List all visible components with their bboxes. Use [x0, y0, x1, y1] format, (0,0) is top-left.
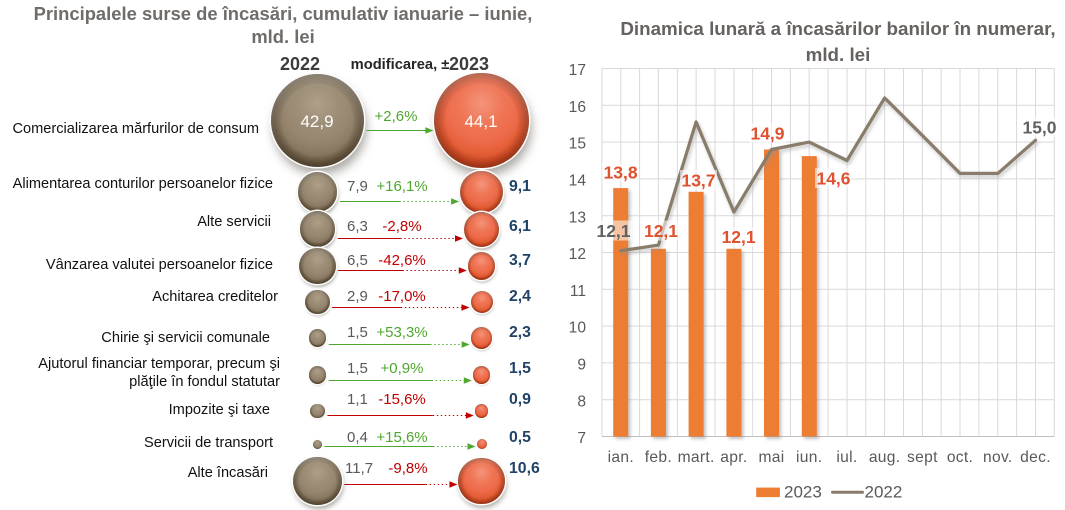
- svg-text:2023: 2023: [784, 483, 822, 502]
- svg-text:16: 16: [569, 99, 586, 116]
- svg-text:mai: mai: [758, 449, 784, 466]
- svg-text:12,1: 12,1: [644, 221, 678, 241]
- svg-text:apr.: apr.: [720, 449, 747, 466]
- svg-text:oct.: oct.: [947, 449, 973, 466]
- svg-text:14,6: 14,6: [816, 168, 850, 188]
- svg-text:10: 10: [569, 320, 587, 337]
- svg-text:12,1: 12,1: [722, 227, 756, 247]
- svg-text:8: 8: [577, 393, 586, 410]
- svg-text:ian.: ian.: [608, 449, 634, 466]
- svg-text:nov.: nov.: [983, 449, 1013, 466]
- svg-text:2022: 2022: [865, 483, 903, 502]
- svg-text:feb.: feb.: [645, 449, 672, 466]
- svg-text:17: 17: [569, 62, 586, 79]
- svg-text:14,9: 14,9: [750, 123, 784, 143]
- svg-text:13: 13: [569, 209, 586, 226]
- svg-text:iun.: iun.: [796, 449, 822, 466]
- svg-text:15: 15: [569, 136, 587, 153]
- svg-text:11: 11: [570, 283, 586, 300]
- svg-text:7: 7: [577, 430, 586, 447]
- svg-text:aug.: aug.: [869, 449, 901, 466]
- svg-text:15,0: 15,0: [1022, 117, 1056, 137]
- svg-text:dec.: dec.: [1020, 449, 1051, 466]
- svg-text:13,8: 13,8: [604, 163, 638, 183]
- svg-text:9: 9: [577, 357, 586, 374]
- svg-text:12: 12: [569, 246, 586, 263]
- svg-text:13,7: 13,7: [681, 170, 715, 190]
- svg-text:12,1: 12,1: [596, 221, 630, 241]
- svg-text:sept: sept: [907, 449, 938, 466]
- svg-text:iul.: iul.: [836, 449, 857, 466]
- svg-text:mart.: mart.: [678, 449, 715, 466]
- svg-text:14: 14: [569, 173, 587, 190]
